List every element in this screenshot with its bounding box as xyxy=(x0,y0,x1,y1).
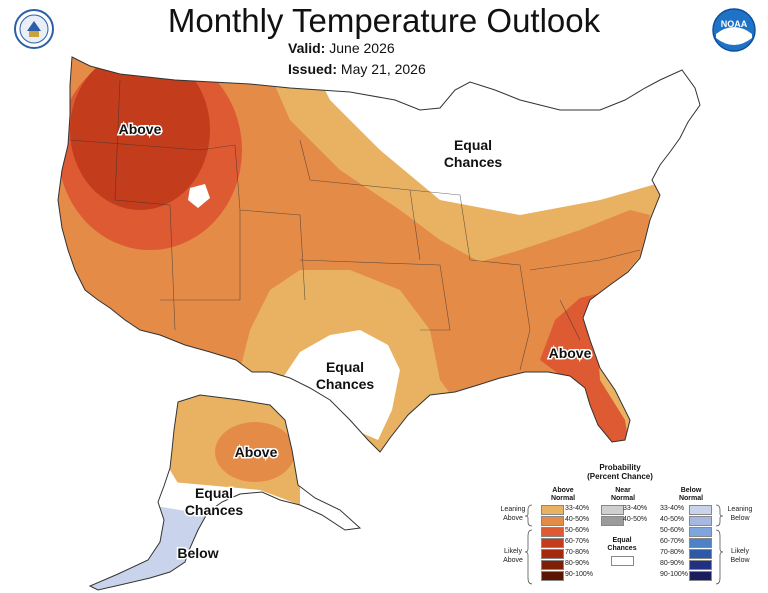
legend-below-swatch xyxy=(689,527,712,537)
legend-equal-2: Chances xyxy=(607,545,637,552)
legend-below-label: 40-50% xyxy=(660,516,685,523)
legend-near-label: 40-50% xyxy=(623,516,648,523)
legend-above-swatch xyxy=(541,505,564,515)
legend-below-label: 33-40% xyxy=(660,505,685,512)
label-above-nw: Above xyxy=(119,121,162,137)
legend-above-swatch xyxy=(541,549,564,559)
label-equal-ne-1: Equal xyxy=(454,137,492,153)
legend-col-below-2: Normal xyxy=(678,495,704,502)
legend-above-label: 33-40% xyxy=(565,505,590,512)
label-below-ak: Below xyxy=(177,545,218,561)
legend-below-label: 60-70% xyxy=(660,538,685,545)
page-title: Monthly Temperature Outlook xyxy=(167,2,601,39)
legend-col-above-2: Normal xyxy=(550,495,576,502)
legend-above-swatch xyxy=(541,527,564,537)
issued-label: Issued: xyxy=(288,61,338,77)
legend-leaning-above-1: Leaning xyxy=(500,506,526,513)
legend-below-swatch xyxy=(689,516,712,526)
legend-likely-above-2: Above xyxy=(503,557,523,564)
legend-equal-1: Equal xyxy=(612,537,632,544)
legend-below-label: 80-90% xyxy=(660,560,685,567)
legend-below-swatch xyxy=(689,538,712,548)
legend-above-label: 50-60% xyxy=(565,527,590,534)
legend-above-label: 60-70% xyxy=(565,538,590,545)
legend-col-near-1: Near xyxy=(615,487,631,494)
legend-below-label: 90-100% xyxy=(660,571,689,578)
legend-above-label: 40-50% xyxy=(565,516,590,523)
legend-above-label: 70-80% xyxy=(565,549,590,556)
alaska-outline xyxy=(88,394,362,591)
valid-label: Valid: xyxy=(288,40,326,56)
legend-below-swatch xyxy=(689,560,712,570)
legend-near-swatch xyxy=(601,505,624,515)
noaa-logo-icon: NOAA xyxy=(712,8,756,52)
legend-title: Probability xyxy=(599,463,641,472)
above-60-70-nw-zone xyxy=(70,57,210,210)
doc-seal-icon xyxy=(14,9,54,49)
label-equal-ak-2: Chances xyxy=(185,502,244,518)
legend-likely-above-1: Likely xyxy=(504,548,522,555)
legend-leaning-below-1: Leaning xyxy=(727,506,753,513)
legend-col-below-1: Below xyxy=(680,487,702,494)
label-equal-ne-2: Chances xyxy=(444,154,503,170)
issued-line: Issued: May 21, 2026 xyxy=(288,61,426,77)
legend-near-label: 33-40% xyxy=(623,505,648,512)
legend-col-near-2: Normal xyxy=(610,495,636,502)
legend-below-swatch xyxy=(689,505,712,515)
alaska-above-zone xyxy=(215,422,295,482)
label-equal-sw-2: Chances xyxy=(316,376,375,392)
legend-above-swatch xyxy=(541,516,564,526)
legend-below-swatch xyxy=(689,549,712,559)
legend-equal-swatch xyxy=(611,556,634,566)
legend-above-swatch xyxy=(541,571,564,581)
noaa-logo-text: NOAA xyxy=(721,19,748,29)
legend-subtitle: (Percent Chance) xyxy=(587,472,653,481)
legend-above-label: 80-90% xyxy=(565,560,590,567)
valid-line: Valid: June 2026 xyxy=(288,40,395,56)
label-above-se: Above xyxy=(549,345,592,361)
label-equal-ak-1: Equal xyxy=(195,485,233,501)
issued-value: May 21, 2026 xyxy=(340,61,426,77)
legend-likely-below-1: Likely xyxy=(731,548,749,555)
conus-outline xyxy=(57,56,701,453)
label-above-ak: Above xyxy=(235,444,278,460)
legend-below-label: 50-60% xyxy=(660,527,685,534)
legend-leaning-above-2: Above xyxy=(503,515,523,522)
legend-col-above-1: Above xyxy=(552,487,574,494)
legend-likely-below-2: Below xyxy=(730,557,750,564)
label-equal-sw-1: Equal xyxy=(326,359,364,375)
legend-above-swatch xyxy=(541,560,564,570)
legend-below-swatch xyxy=(689,571,712,581)
legend-near-swatch xyxy=(601,516,624,526)
legend-above-label: 90-100% xyxy=(565,571,594,578)
legend-leaning-below-2: Below xyxy=(730,515,750,522)
equal-chances-sw-zone xyxy=(280,330,400,440)
valid-value: June 2026 xyxy=(329,40,395,56)
legend-below-label: 70-80% xyxy=(660,549,685,556)
legend-above-swatch xyxy=(541,538,564,548)
